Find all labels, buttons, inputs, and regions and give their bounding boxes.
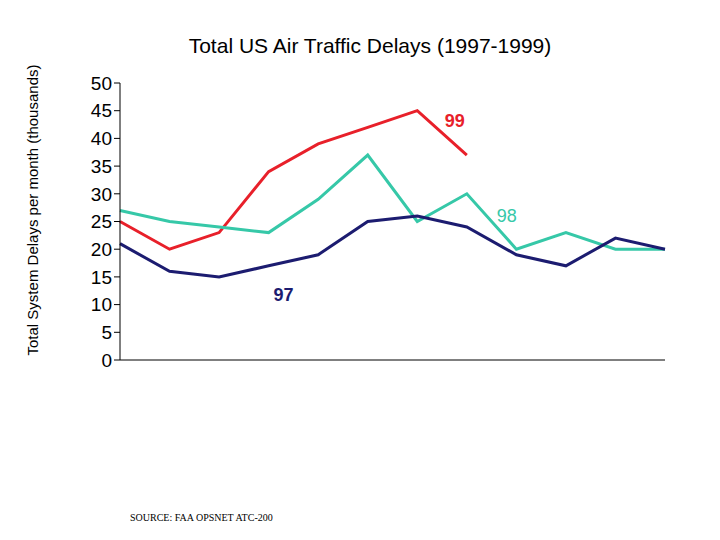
svg-text:98: 98	[497, 206, 517, 226]
html-text:Total System Delays per month: Total System Delays per month (thousands…	[23, 64, 41, 356]
svg-text:25: 25	[91, 211, 112, 232]
svg-text:99: 99	[445, 111, 465, 131]
svg-text:5: 5	[101, 322, 112, 343]
svg-text:97: 97	[274, 285, 294, 305]
html-text:SOURCE: FAA OPSNET ATC-200: SOURCE: FAA OPSNET ATC-200	[130, 512, 273, 523]
svg-text:40: 40	[91, 128, 112, 149]
svg-text:0: 0	[101, 350, 112, 371]
svg-text:10: 10	[91, 294, 112, 315]
html-text:Total US Air Traffic Delays (1: Total US Air Traffic Delays (1997-1999)	[188, 34, 552, 57]
svg-text:20: 20	[91, 239, 112, 260]
svg-text:15: 15	[91, 267, 112, 288]
svg-text:35: 35	[91, 156, 112, 177]
svg-text:50: 50	[91, 73, 112, 94]
svg-text:45: 45	[91, 100, 112, 121]
svg-text:30: 30	[91, 184, 112, 205]
